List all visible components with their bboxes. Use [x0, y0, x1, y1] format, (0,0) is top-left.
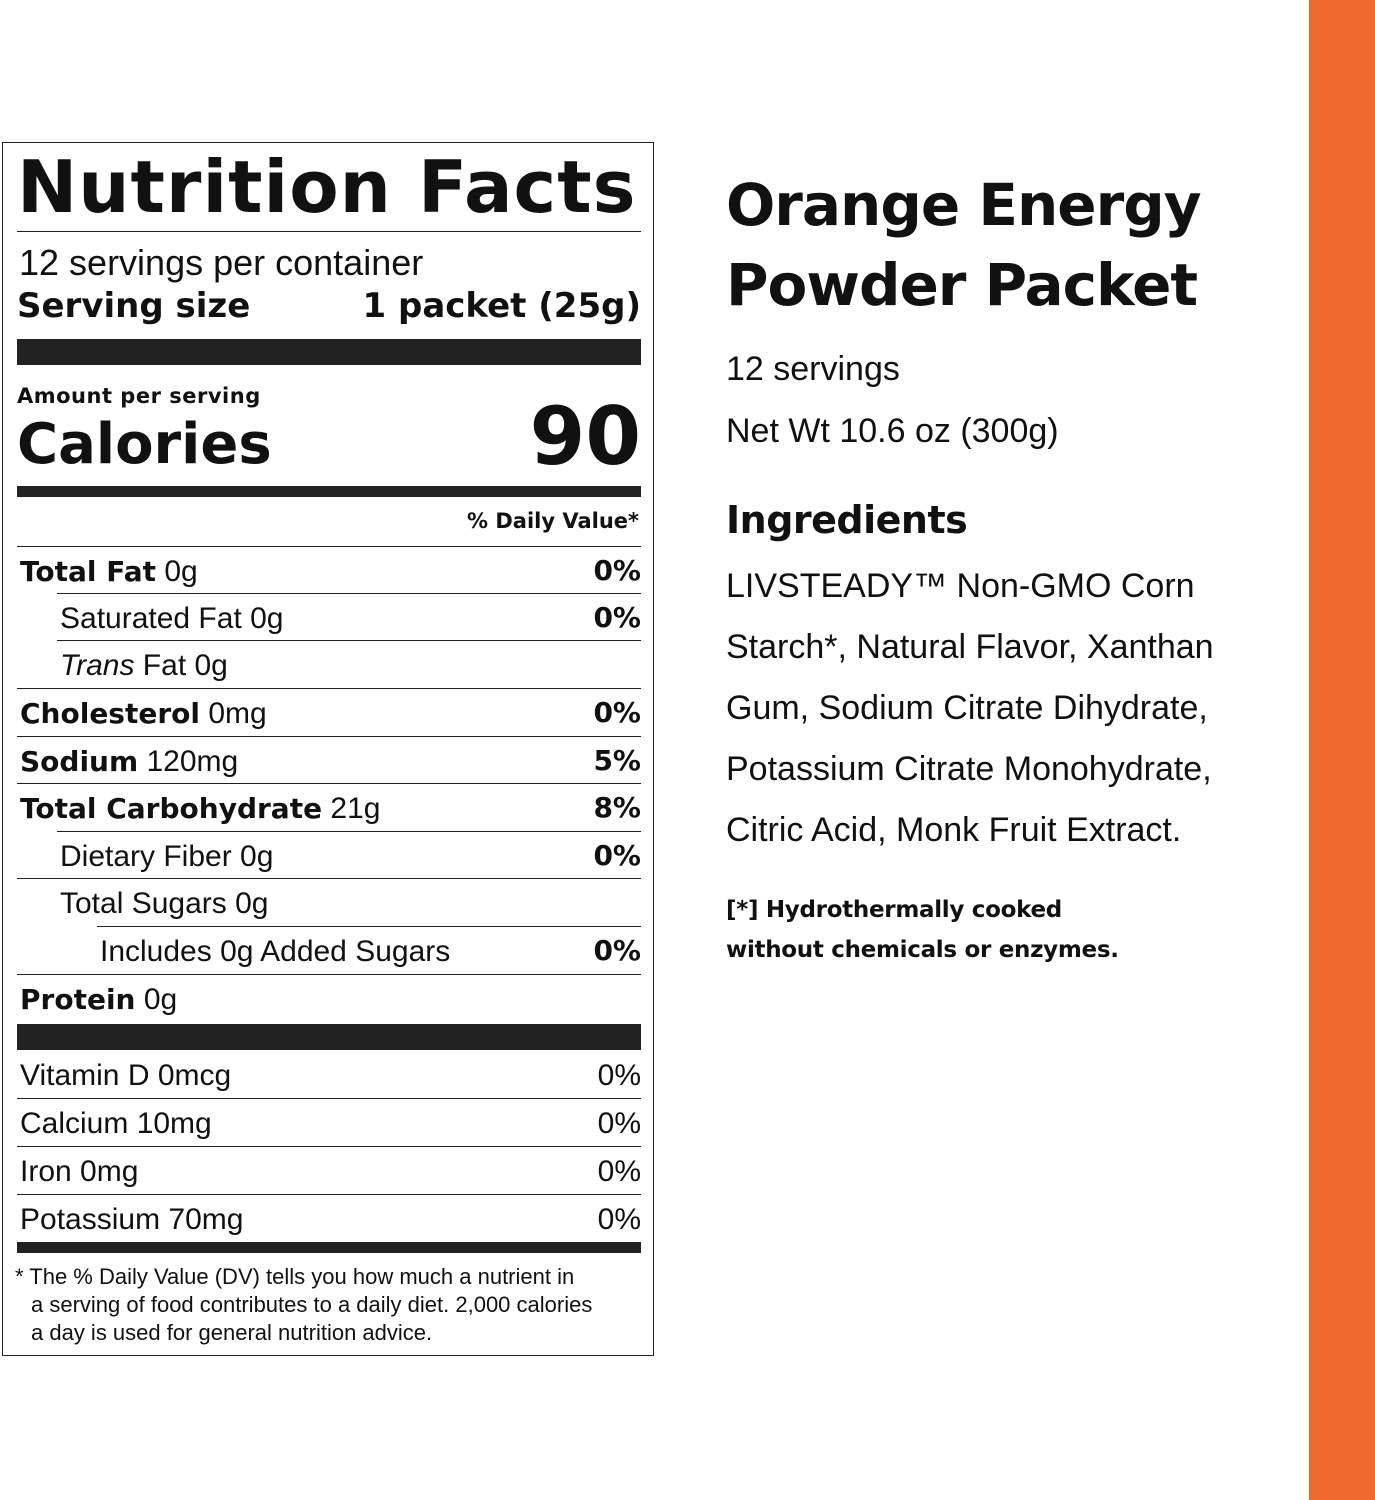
nutrient-name: Total Fat — [20, 555, 157, 588]
ingredient-footnote: [*] Hydrothermally cooked without chemic… — [726, 897, 1119, 963]
nutrient-amount: 0mg — [200, 697, 267, 730]
ingredients-text: LIVSTEADY™ Non-GMO Corn Starch*, Natural… — [726, 567, 1214, 849]
vitamin-label: Potassium 70mg — [20, 1203, 244, 1236]
servings-per-container: 12 servings per container — [19, 242, 424, 283]
net-weight: Net Wt 10.6 oz (300g) — [726, 412, 1059, 450]
daily-value-percent: 0% — [593, 601, 641, 634]
daily-value-percent: 0% — [597, 1107, 641, 1140]
nutrient-row-dietary-fiber: Dietary Fiber 0g 0% — [57, 831, 641, 878]
nutrient-name: Protein — [20, 983, 136, 1016]
nutrition-facts-title: Nutrition Facts — [17, 145, 637, 229]
daily-value-percent: 5% — [593, 744, 641, 777]
daily-value-percent: 8% — [593, 791, 641, 824]
nutrient-amount: 0g — [156, 555, 198, 588]
daily-value-percent: 0% — [597, 1155, 641, 1188]
nutrient-name: Total Carbohydrate — [20, 792, 323, 825]
medium-divider — [17, 486, 641, 497]
vitamin-row-vitamin-d: Vitamin D 0mcg 0% — [17, 1051, 641, 1098]
nutrient-row-total-sugars: Total Sugars 0g — [17, 878, 641, 925]
vitamin-label: Calcium 10mg — [20, 1107, 212, 1140]
product-name: Orange Energy Powder Packet — [726, 171, 1202, 319]
nutrient-label: Total Sugars 0g — [60, 887, 269, 920]
nutrient-label: Fat 0g — [134, 649, 228, 682]
nutrient-row-added-sugars: Includes 0g Added Sugars 0% — [97, 926, 641, 973]
daily-value-footnote: * The % Daily Value (DV) tells you how m… — [15, 1264, 593, 1345]
vitamin-row-potassium: Potassium 70mg 0% — [17, 1194, 641, 1241]
daily-value-percent: 0% — [593, 554, 641, 587]
daily-value-percent: 0% — [593, 839, 641, 872]
vitamin-row-calcium: Calcium 10mg 0% — [17, 1098, 641, 1145]
vitamin-row-iron: Iron 0mg 0% — [17, 1146, 641, 1193]
nutrient-name: Cholesterol — [20, 697, 200, 730]
nutrient-row-cholesterol: Cholesterol 0mg 0% — [17, 688, 641, 735]
serving-size-label: Serving size — [17, 286, 251, 326]
nutrient-row-total-fat: Total Fat 0g 0% — [17, 546, 641, 593]
daily-value-percent: 0% — [593, 934, 641, 967]
nutrient-label: Includes 0g Added Sugars — [100, 935, 451, 968]
nutrition-facts-panel: Nutrition Facts 12 servings per containe… — [2, 142, 654, 1356]
orange-side-stripe — [1309, 0, 1375, 1500]
product-servings: 12 servings — [726, 350, 900, 388]
nutrient-row-protein: Protein 0g — [17, 974, 641, 1021]
amount-per-serving: Amount per serving — [17, 384, 261, 408]
nutrient-label: Dietary Fiber 0g — [60, 840, 274, 873]
ingredients-heading: Ingredients — [726, 498, 968, 542]
divider — [17, 231, 641, 232]
daily-value-percent: 0% — [597, 1203, 641, 1236]
calories-label: Calories — [17, 412, 272, 477]
serving-size-value: 1 packet (25g) — [362, 286, 641, 326]
calories-value: 90 — [529, 390, 641, 483]
vitamin-label: Iron 0mg — [20, 1155, 139, 1188]
nutrient-amount: 120mg — [138, 745, 239, 778]
nutrient-label: Saturated Fat 0g — [60, 602, 284, 635]
nutrient-row-trans-fat: Trans Fat 0g — [57, 640, 641, 687]
nutrient-row-saturated-fat: Saturated Fat 0g 0% — [57, 593, 641, 640]
daily-value-header: % Daily Value* — [467, 509, 639, 533]
nutrient-amount: 21g — [322, 792, 381, 825]
nutrient-label-italic: Trans — [60, 649, 135, 682]
daily-value-percent: 0% — [593, 696, 641, 729]
nutrient-row-total-carbohydrate: Total Carbohydrate 21g 8% — [17, 783, 641, 830]
daily-value-percent: 0% — [597, 1059, 641, 1092]
nutrient-name: Sodium — [20, 745, 139, 778]
nutrient-amount: 0g — [135, 983, 178, 1016]
nutrient-row-sodium: Sodium 120mg 5% — [17, 736, 641, 783]
thick-divider — [17, 1024, 641, 1050]
vitamin-label: Vitamin D 0mcg — [20, 1059, 232, 1092]
thick-divider — [17, 339, 641, 365]
medium-divider — [17, 1242, 641, 1253]
